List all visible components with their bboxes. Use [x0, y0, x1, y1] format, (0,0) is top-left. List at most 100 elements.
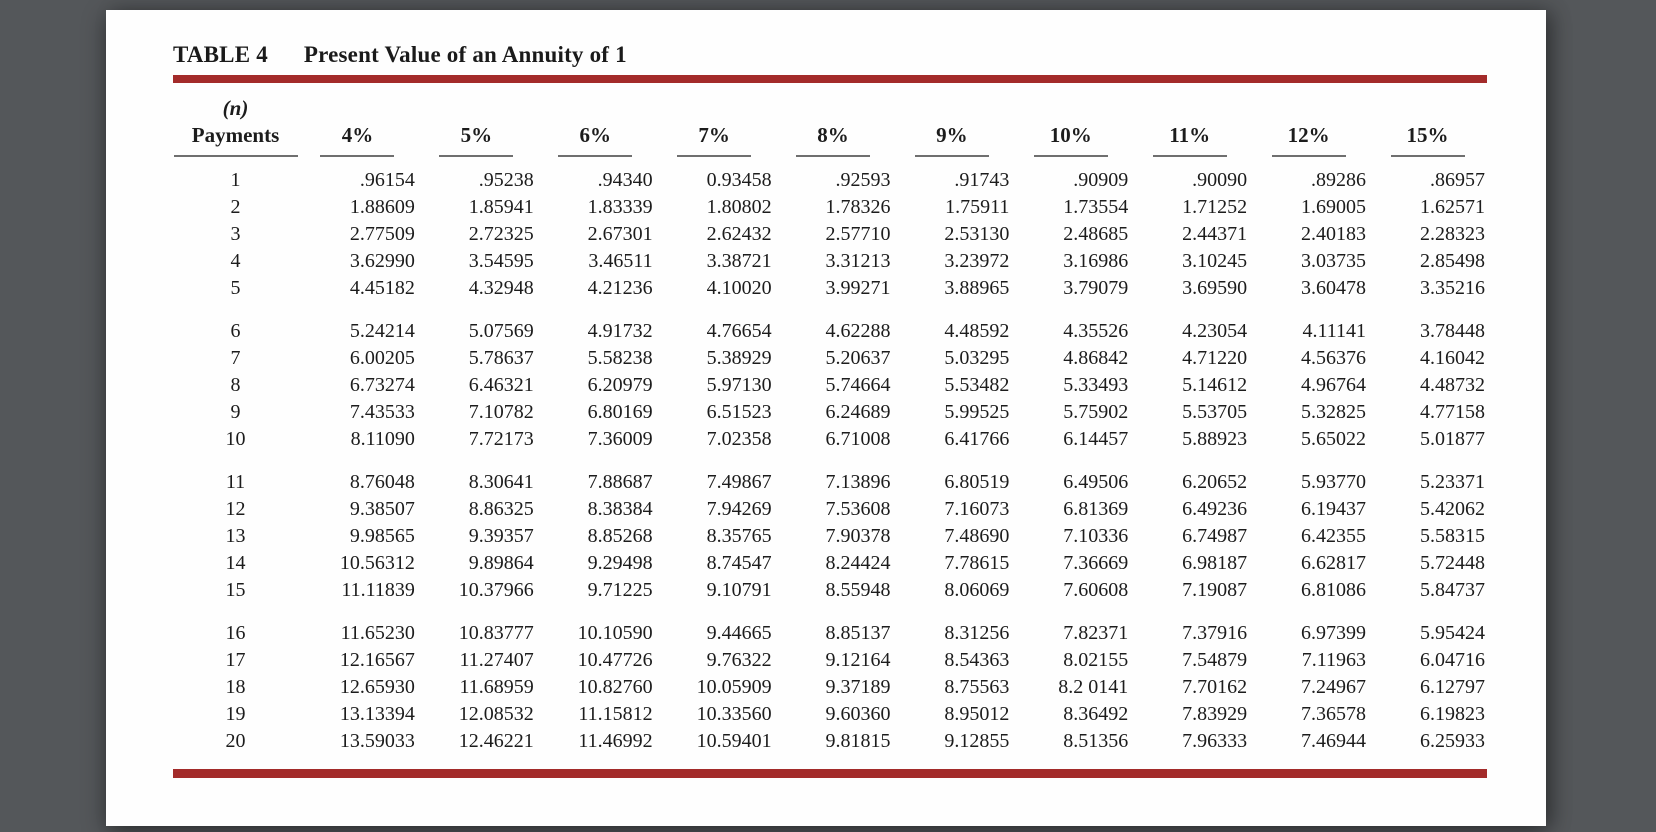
table-row: 1 .96154 .95238 .94340 0.93458 .92593 .91743 .9…	[173, 157, 1487, 194]
factor-cell: 5.53705	[1182, 401, 1248, 423]
factor-cell: 7.72173	[468, 428, 534, 450]
factor-cell: 3.38721	[706, 250, 772, 272]
factor-cell: 4.71220	[1182, 347, 1248, 369]
factor-cell: 3.16986	[1063, 250, 1129, 272]
factor-cell: 7.70162	[1182, 676, 1248, 698]
factor-cell: 4.16042	[1420, 347, 1485, 369]
factor-cell: 4.48732	[1420, 374, 1485, 396]
factor-cell: 5.97130	[706, 374, 772, 396]
table-title-text: Present Value of an Annuity of 1	[303, 42, 627, 67]
payments-cell: 13	[225, 525, 246, 547]
factor-cell: 5.99525	[944, 401, 1010, 423]
factor-cell: .91743	[954, 169, 1010, 191]
factor-cell: 8.75563	[944, 676, 1010, 698]
factor-cell: 3.78448	[1420, 320, 1485, 342]
factor-cell: 7.36669	[1063, 552, 1129, 574]
factor-cell: 7.83929	[1182, 703, 1248, 725]
factor-cell: 5.72448	[1420, 552, 1485, 574]
factor-cell: 7.88687	[587, 471, 653, 493]
factor-cell: 9.44665	[706, 622, 772, 644]
factor-cell: 3.79079	[1063, 277, 1129, 299]
factor-cell: 9.10791	[706, 579, 772, 601]
payments-cell: 14	[225, 552, 246, 574]
factor-cell: 8.2 0141	[1058, 676, 1129, 698]
payments-cell: 2	[230, 196, 241, 218]
factor-cell: 1.75911	[945, 196, 1010, 218]
payments-cell: 11	[225, 471, 246, 493]
rate-column-header: 7%	[655, 95, 774, 157]
factor-cell: 7.54879	[1182, 649, 1248, 671]
factor-cell: 4.23054	[1182, 320, 1248, 342]
factor-cell: 8.85137	[825, 622, 891, 644]
factor-cell: 6.49506	[1063, 471, 1129, 493]
payments-cell: 7	[230, 347, 241, 369]
factor-cell: 1.88609	[349, 196, 415, 218]
rate-column-header: 8%	[774, 95, 893, 157]
factor-cell: 3.54595	[468, 250, 534, 272]
table-row: 20 13.59033 12.46221 11.46992 10.59401 9.8181…	[173, 728, 1487, 755]
factor-cell: 5.24214	[349, 320, 415, 342]
factor-cell: 6.81369	[1063, 498, 1129, 520]
factor-cell: 5.58238	[587, 347, 653, 369]
factor-cell: 6.73274	[349, 374, 415, 396]
rate-label: 15%	[1390, 121, 1465, 157]
factor-cell: 3.62990	[349, 250, 415, 272]
factor-cell: 5.93770	[1301, 471, 1367, 493]
factor-cell: 8.24424	[825, 552, 891, 574]
factor-cell: 5.32825	[1301, 401, 1367, 423]
factor-cell: 8.11090	[350, 428, 415, 450]
factor-cell: 4.21236	[587, 277, 653, 299]
factor-cell: 7.60608	[1063, 579, 1129, 601]
table-row: 9 7.43533 7.10782 6.80169 6.51523 6.24689 5.99…	[173, 399, 1487, 426]
factor-cell: 3.35216	[1420, 277, 1485, 299]
factor-cell: 3.99271	[825, 277, 891, 299]
factor-cell: 9.60360	[825, 703, 891, 725]
factor-cell: 2.62432	[706, 223, 772, 245]
table-row: 18 12.65930 11.68959 10.82760 10.05909 9.3718…	[173, 674, 1487, 701]
factor-cell: 7.10782	[468, 401, 534, 423]
factor-cell: 7.82371	[1063, 622, 1129, 644]
factor-cell: 8.38384	[587, 498, 653, 520]
payments-label: Payments	[173, 121, 298, 157]
factor-cell: 8.55948	[825, 579, 891, 601]
factor-cell: 5.38929	[706, 347, 772, 369]
factor-cell: 5.75902	[1063, 401, 1129, 423]
factor-cell: 10.83777	[458, 622, 534, 644]
factor-cell: 10.56312	[339, 552, 415, 574]
factor-cell: 2.72325	[468, 223, 534, 245]
factor-cell: 7.13896	[825, 471, 891, 493]
factor-cell: 1.73554	[1063, 196, 1129, 218]
factor-cell: 7.43533	[349, 401, 415, 423]
factor-cell: 4.45182	[349, 277, 415, 299]
factor-cell: 4.62288	[825, 320, 891, 342]
factor-cell: 4.35526	[1063, 320, 1129, 342]
bottom-rule	[173, 769, 1487, 778]
factor-cell: 8.51356	[1063, 730, 1129, 752]
factor-cell: 7.19087	[1182, 579, 1248, 601]
factor-cell: 8.06069	[944, 579, 1010, 601]
factor-cell: 10.37966	[458, 579, 534, 601]
factor-cell: 7.16073	[944, 498, 1010, 520]
factor-cell: 8.76048	[349, 471, 415, 493]
factor-cell: 11.11839	[341, 579, 415, 601]
factor-cell: 1.83339	[587, 196, 653, 218]
factor-cell: 4.32948	[468, 277, 534, 299]
factor-cell: 6.00205	[349, 347, 415, 369]
factor-cell: 5.07569	[468, 320, 534, 342]
factor-cell: 8.35765	[706, 525, 772, 547]
factor-cell: .95238	[478, 169, 534, 191]
payments-cell: 15	[225, 579, 246, 601]
factor-cell: 10.82760	[577, 676, 653, 698]
factor-cell: 2.44371	[1182, 223, 1248, 245]
factor-cell: 3.88965	[944, 277, 1010, 299]
factor-cell: 2.67301	[587, 223, 653, 245]
factor-cell: 12.08532	[458, 703, 534, 725]
factor-cell: 7.02358	[706, 428, 772, 450]
top-rule	[173, 75, 1487, 83]
factor-cell: 7.96333	[1182, 730, 1248, 752]
factor-cell: 5.14612	[1182, 374, 1248, 396]
factor-cell: 6.25933	[1420, 730, 1485, 752]
factor-cell: 3.23972	[944, 250, 1010, 272]
factor-cell: 7.46944	[1301, 730, 1367, 752]
rate-label: 8%	[796, 121, 870, 157]
